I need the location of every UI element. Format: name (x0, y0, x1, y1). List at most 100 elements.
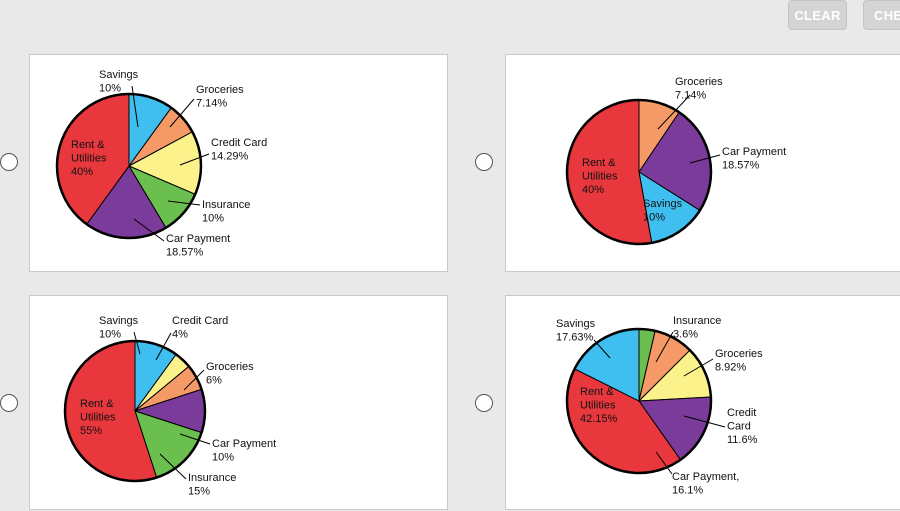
option-b-radio[interactable] (475, 153, 493, 171)
slice-label-line: Insurance (188, 472, 236, 484)
slice-label-line: Groceries (206, 361, 254, 373)
slice-label-line: 17.63% (556, 332, 594, 344)
slice-label-line: Utilities (71, 153, 107, 165)
slice-label-groceries: Groceries 6% (206, 361, 254, 387)
slice-label-rent-and-utilities: Rent & Utilities 40% (71, 139, 107, 178)
slice-label-savings: Savings 17.63% (556, 318, 596, 344)
slice-label-line: Insurance (673, 315, 721, 327)
slice-label-line: 6% (206, 375, 222, 387)
slice-label-line: Insurance (202, 199, 250, 211)
slice-label-line: Groceries (715, 348, 763, 360)
slice-label-groceries: Groceries 7.14% (675, 76, 723, 102)
slice-label-savings: Savings 10% (99, 69, 139, 95)
leader-line (683, 415, 726, 428)
slice-label-line: Card (727, 421, 751, 433)
slice-label-groceries: Groceries 8.92% (715, 348, 763, 374)
slice-label-line: 10% (99, 83, 121, 95)
slice-label-line: 10% (212, 452, 234, 464)
slice-label-line: 16.1% (672, 485, 703, 497)
slice-label-line: Rent & (582, 157, 616, 169)
slice-label-line: Credit (727, 407, 756, 419)
slice-label-line: 7.14% (196, 98, 227, 110)
slice-label-rent-and-utilities: Rent & Utilities 40% (582, 157, 618, 196)
slice-label-line: 40% (582, 184, 604, 196)
leader-line (179, 433, 211, 445)
slice-label-line: 11.6% (727, 434, 758, 446)
option-a-radio[interactable] (0, 153, 18, 171)
slice-label-line: 18.57% (722, 160, 760, 172)
slice-label-line: Utilities (582, 171, 618, 183)
pie-chart-c: Savings 10% Credit Card 4% Groceries 6% Car Pa… (63, 315, 276, 498)
leader-line (655, 451, 673, 475)
slice-label-savings: Savings 10% (99, 315, 139, 341)
slice-label-line: Rent & (71, 139, 105, 151)
pie-outline (63, 339, 207, 483)
slice-label-line: 15% (188, 486, 210, 498)
pie-outline (565, 327, 713, 475)
pie-chart-d: Insurance 3.6% Groceries 8.92% Credit Card 11.… (556, 315, 763, 497)
slice-label-line: Credit Card (211, 137, 267, 149)
option-c-card[interactable]: Savings 10% Credit Card 4% Groceries 6% Car Pa… (29, 295, 448, 510)
option-d-radio[interactable] (475, 394, 493, 412)
slice-label-line: 7.14% (675, 90, 706, 102)
slice-label-line: Savings (99, 315, 139, 327)
leader-line (683, 358, 714, 377)
slice-label-car-payment: Car Payment 18.57% (722, 146, 786, 172)
leader-line (655, 331, 674, 363)
check-answer-button[interactable]: CHE (863, 0, 900, 30)
leader-line (179, 153, 210, 166)
slice-label-line: 40% (71, 166, 93, 178)
slice-label-line: Car Payment (212, 438, 276, 450)
option-d-card[interactable]: Insurance 3.6% Groceries 8.92% Credit Card 11.… (505, 295, 900, 510)
slice-label-insurance: Insurance 15% (188, 472, 236, 498)
slice-label-line: Car Payment, (672, 471, 739, 483)
slice-label-car-payment: Car Payment 10% (212, 438, 276, 464)
pie-outline (565, 98, 713, 246)
slice-label-credit-card: Credit Card 14.29% (211, 137, 267, 163)
slice-label-line: Utilities (580, 400, 616, 412)
pie-chart-b: Groceries 7.14% Car Payment 18.57% Savings 10… (565, 76, 786, 246)
slice-label-line: Rent & (80, 398, 114, 410)
leader-line (159, 453, 187, 480)
slice-label-line: Credit Card (172, 315, 228, 327)
option-c-radio[interactable] (0, 394, 18, 412)
slice-label-credit-card: Credit Card 4% (172, 315, 228, 341)
leader-line (169, 98, 195, 128)
slice-label-line: Groceries (675, 76, 723, 88)
leader-line (183, 369, 205, 391)
option-b-card[interactable]: Groceries 7.14% Car Payment 18.57% Savings 10… (505, 54, 900, 272)
slice-label-line: 10% (99, 329, 121, 341)
clear-button[interactable]: CLEAR (788, 0, 847, 30)
slice-label-line: Rent & (580, 386, 614, 398)
slice-label-line: 10% (643, 212, 665, 224)
slice-label-line: 4% (172, 329, 188, 341)
slice-label-car-payment: Car Payment 18.57% (166, 233, 230, 259)
leader-line (133, 218, 165, 242)
leader-line (155, 332, 172, 361)
slice-label-groceries: Groceries 7.14% (196, 84, 244, 110)
slice-label-insurance: Insurance 3.6% (673, 315, 721, 341)
slice-label-line: 55% (80, 425, 102, 437)
option-a-card[interactable]: Savings 10% Groceries 7.14% Credit Card 14.29… (29, 54, 448, 272)
slice-label-line: 8.92% (715, 362, 746, 374)
slice-label-rent-and-utilities: Rent & Utilities 42.15% (580, 386, 618, 425)
slice-label-line: Savings (643, 198, 683, 210)
slice-label-car-payment: Car Payment, 16.1% (672, 471, 739, 497)
slice-label-credit-card: Credit Card 11.6% (727, 407, 758, 446)
pie-outline (55, 92, 203, 240)
slice-label-line: 3.6% (673, 329, 698, 341)
pie-chart-a: Savings 10% Groceries 7.14% Credit Card 14.29… (55, 69, 267, 259)
slice-label-line: 42.15% (580, 413, 618, 425)
leader-line (131, 85, 139, 128)
slice-label-line: Utilities (80, 412, 116, 424)
slice-label-line: 18.57% (166, 247, 204, 259)
slice-label-insurance: Insurance 10% (202, 199, 250, 225)
leader-line (657, 94, 691, 130)
slice-label-line: 10% (202, 213, 224, 225)
leader-line (593, 339, 611, 359)
slice-label-line: Savings (99, 69, 139, 81)
slice-label-line: Savings (556, 318, 596, 330)
slice-label-line: Car Payment (166, 233, 230, 245)
leader-line (689, 154, 721, 164)
leader-line (167, 200, 201, 206)
